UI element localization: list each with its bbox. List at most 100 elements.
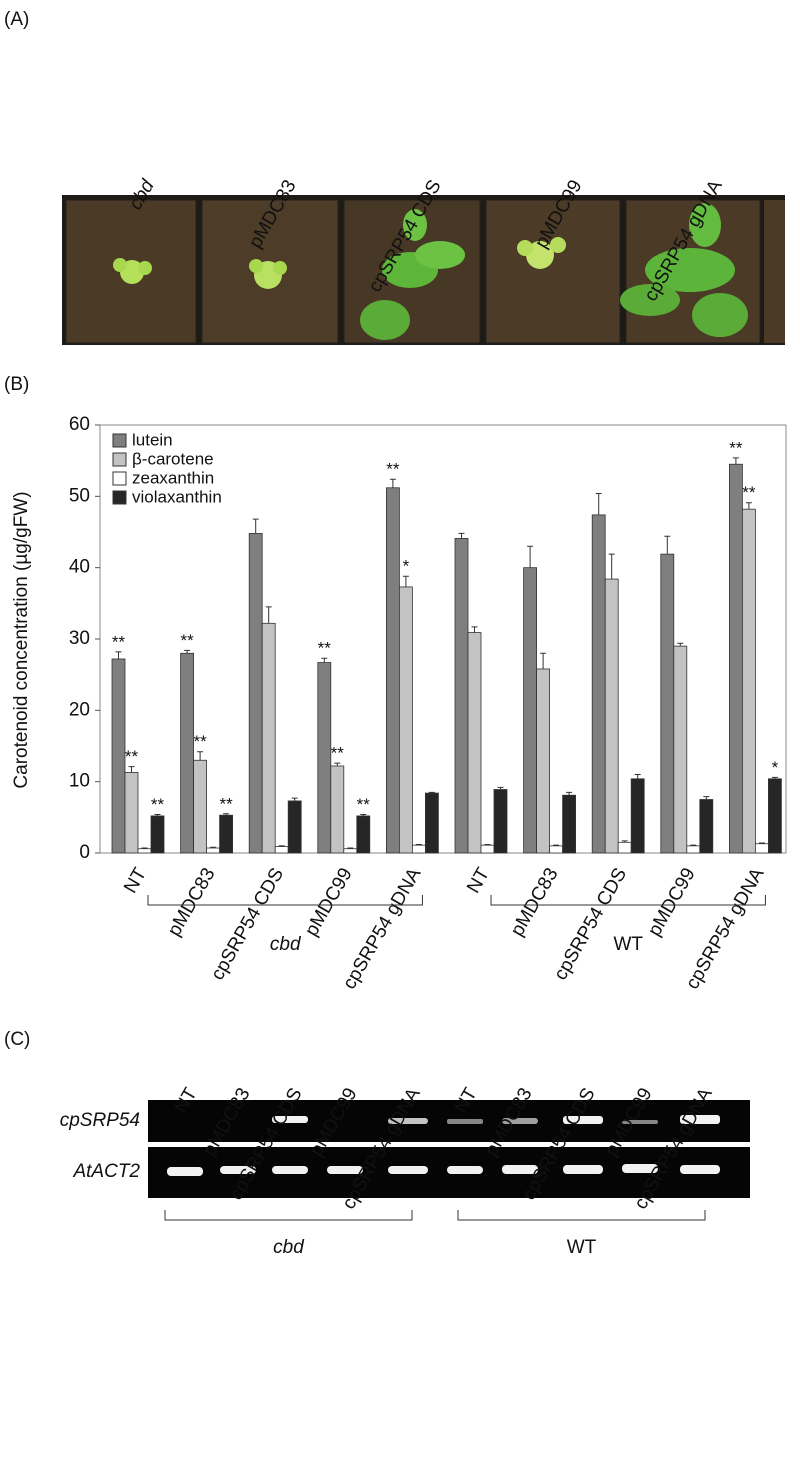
bar [124, 771, 139, 854]
group-label: WT [613, 934, 643, 955]
error-bar [415, 843, 422, 846]
significance: ** [180, 631, 194, 650]
error-bar [771, 776, 778, 779]
significance: ** [357, 795, 371, 814]
bar [699, 799, 714, 854]
bar [356, 815, 371, 854]
significance: ** [112, 632, 126, 651]
panel-label: (B) [4, 374, 29, 395]
bar [630, 778, 645, 854]
panel-label: (C) [4, 1029, 30, 1050]
bar [755, 843, 769, 854]
y-tick-label: 50 [69, 485, 90, 506]
error-bar [758, 842, 765, 844]
bar [562, 794, 576, 854]
significance: ** [331, 744, 345, 763]
x-tick-label: cpSRP54 CDS [207, 865, 288, 984]
error-bar [634, 774, 641, 779]
error-bar [553, 844, 560, 846]
error-bar [484, 843, 491, 846]
bar [424, 792, 439, 854]
legend-label: violaxanthin [132, 487, 222, 506]
bar [686, 845, 701, 854]
significance: ** [125, 747, 139, 766]
y-tick-label: 60 [69, 414, 90, 435]
significance: ** [386, 460, 400, 479]
x-tick-label: cpSRP54 gDNA [682, 864, 768, 993]
bar [180, 652, 195, 854]
error-bar [141, 847, 148, 849]
bar [536, 668, 550, 854]
significance: ** [193, 732, 207, 751]
bar [742, 508, 756, 854]
bar [385, 487, 400, 854]
error-bar [360, 813, 367, 816]
legend-swatch [112, 433, 127, 448]
x-tick-label: cpSRP54 CDS [550, 865, 631, 984]
error-bar [527, 545, 534, 568]
legend-label: lutein [132, 430, 173, 449]
error-bar [154, 813, 161, 816]
x-tick-label: pMDC99 [644, 865, 700, 940]
plant-photos [62, 195, 785, 345]
y-tick-label: 30 [69, 628, 90, 649]
error-bar [428, 791, 435, 794]
bar [137, 848, 152, 854]
group-label: cbd [273, 1237, 305, 1258]
group-bracket [490, 895, 766, 906]
row-label: cpSRP54 [60, 1110, 140, 1131]
significance: ** [742, 483, 756, 502]
error-bar [664, 535, 671, 555]
x-tick-label: NT [120, 864, 151, 897]
significance: ** [729, 438, 743, 457]
error-bar [223, 813, 230, 816]
error-bar [458, 532, 465, 539]
bar [287, 800, 302, 854]
error-bar [690, 844, 697, 846]
bar [480, 844, 495, 854]
bar [591, 514, 606, 854]
y-tick-label: 20 [69, 699, 90, 720]
bar [317, 662, 332, 854]
bar [604, 578, 619, 854]
error-bar [608, 553, 615, 580]
bar [330, 765, 345, 854]
bar [219, 814, 234, 854]
significance: ** [219, 794, 233, 813]
error-bar [595, 492, 602, 515]
error-bar [732, 457, 739, 465]
bar [111, 658, 126, 854]
error-bar [677, 642, 684, 647]
significance: * [403, 557, 410, 576]
bar [193, 759, 208, 854]
error-bar [402, 575, 409, 587]
bar [617, 841, 632, 854]
error-bar [210, 846, 217, 849]
legend-swatch [112, 490, 127, 505]
error-bar [321, 657, 328, 663]
error-bar [197, 751, 204, 761]
bar [343, 848, 358, 854]
bar [660, 553, 675, 854]
error-bar [497, 786, 504, 790]
y-tick-label: 40 [69, 557, 90, 578]
y-tick-label: 10 [69, 771, 90, 792]
error-bar [265, 606, 272, 624]
y-tick-label: 0 [79, 842, 90, 863]
significance: ** [318, 639, 332, 658]
bar [493, 789, 508, 854]
bar [411, 844, 426, 854]
group-label: WT [567, 1237, 597, 1258]
significance: ** [151, 795, 165, 814]
panel-label: (A) [4, 9, 29, 30]
error-bar [334, 762, 341, 766]
error-bar [128, 766, 135, 773]
significance: * [772, 758, 779, 777]
bar [673, 645, 688, 854]
legend-label: β-carotene [132, 449, 214, 468]
bar [729, 463, 743, 854]
error-bar [540, 652, 547, 669]
x-tick-label: pMDC99 [301, 865, 357, 940]
bar [274, 846, 289, 854]
error-bar [621, 840, 628, 843]
